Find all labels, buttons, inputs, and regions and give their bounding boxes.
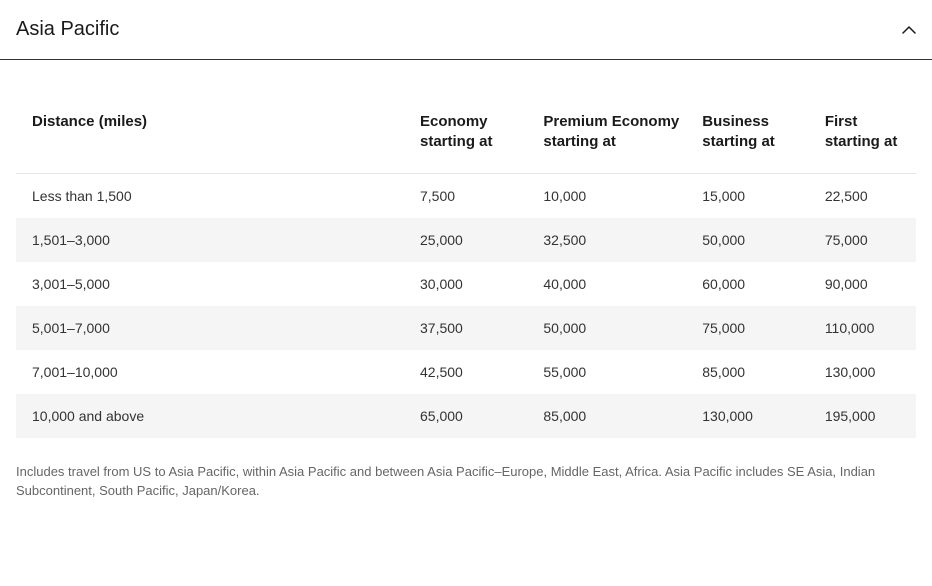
accordion-header[interactable]: Asia Pacific	[0, 0, 932, 60]
cell-economy: 42,500	[412, 350, 535, 394]
cell-economy: 65,000	[412, 394, 535, 438]
footnote-text: Includes travel from US to Asia Pacific,…	[0, 438, 932, 517]
cell-business: 130,000	[694, 394, 817, 438]
cell-premium: 85,000	[535, 394, 694, 438]
cell-first: 75,000	[817, 218, 916, 262]
chevron-up-icon	[902, 23, 916, 37]
cell-business: 15,000	[694, 173, 817, 218]
cell-economy: 25,000	[412, 218, 535, 262]
cell-business: 75,000	[694, 306, 817, 350]
cell-first: 195,000	[817, 394, 916, 438]
column-header-premium-economy: Premium Economy starting at	[535, 98, 694, 173]
table-row: 10,000 and above 65,000 85,000 130,000 1…	[16, 394, 916, 438]
cell-business: 85,000	[694, 350, 817, 394]
column-header-distance: Distance (miles)	[16, 98, 412, 173]
cell-premium: 55,000	[535, 350, 694, 394]
accordion-title: Asia Pacific	[16, 18, 119, 41]
cell-distance: 1,501–3,000	[16, 218, 412, 262]
cell-first: 130,000	[817, 350, 916, 394]
column-header-economy: Economy starting at	[412, 98, 535, 173]
table-row: 7,001–10,000 42,500 55,000 85,000 130,00…	[16, 350, 916, 394]
cell-distance: 3,001–5,000	[16, 262, 412, 306]
cell-distance: 5,001–7,000	[16, 306, 412, 350]
cell-premium: 40,000	[535, 262, 694, 306]
accordion-content: Distance (miles) Economy starting at Pre…	[0, 60, 932, 438]
column-header-business: Business starting at	[694, 98, 817, 173]
cell-business: 50,000	[694, 218, 817, 262]
table-header-row: Distance (miles) Economy starting at Pre…	[16, 98, 916, 173]
table-body: Less than 1,500 7,500 10,000 15,000 22,5…	[16, 173, 916, 438]
cell-first: 110,000	[817, 306, 916, 350]
cell-first: 22,500	[817, 173, 916, 218]
cell-distance: Less than 1,500	[16, 173, 412, 218]
award-chart-table: Distance (miles) Economy starting at Pre…	[16, 98, 916, 438]
cell-economy: 30,000	[412, 262, 535, 306]
cell-distance: 10,000 and above	[16, 394, 412, 438]
cell-economy: 7,500	[412, 173, 535, 218]
cell-business: 60,000	[694, 262, 817, 306]
table-row: 5,001–7,000 37,500 50,000 75,000 110,000	[16, 306, 916, 350]
table-row: 3,001–5,000 30,000 40,000 60,000 90,000	[16, 262, 916, 306]
cell-premium: 32,500	[535, 218, 694, 262]
cell-first: 90,000	[817, 262, 916, 306]
table-row: Less than 1,500 7,500 10,000 15,000 22,5…	[16, 173, 916, 218]
cell-economy: 37,500	[412, 306, 535, 350]
cell-premium: 10,000	[535, 173, 694, 218]
table-row: 1,501–3,000 25,000 32,500 50,000 75,000	[16, 218, 916, 262]
cell-distance: 7,001–10,000	[16, 350, 412, 394]
column-header-first: First starting at	[817, 98, 916, 173]
cell-premium: 50,000	[535, 306, 694, 350]
